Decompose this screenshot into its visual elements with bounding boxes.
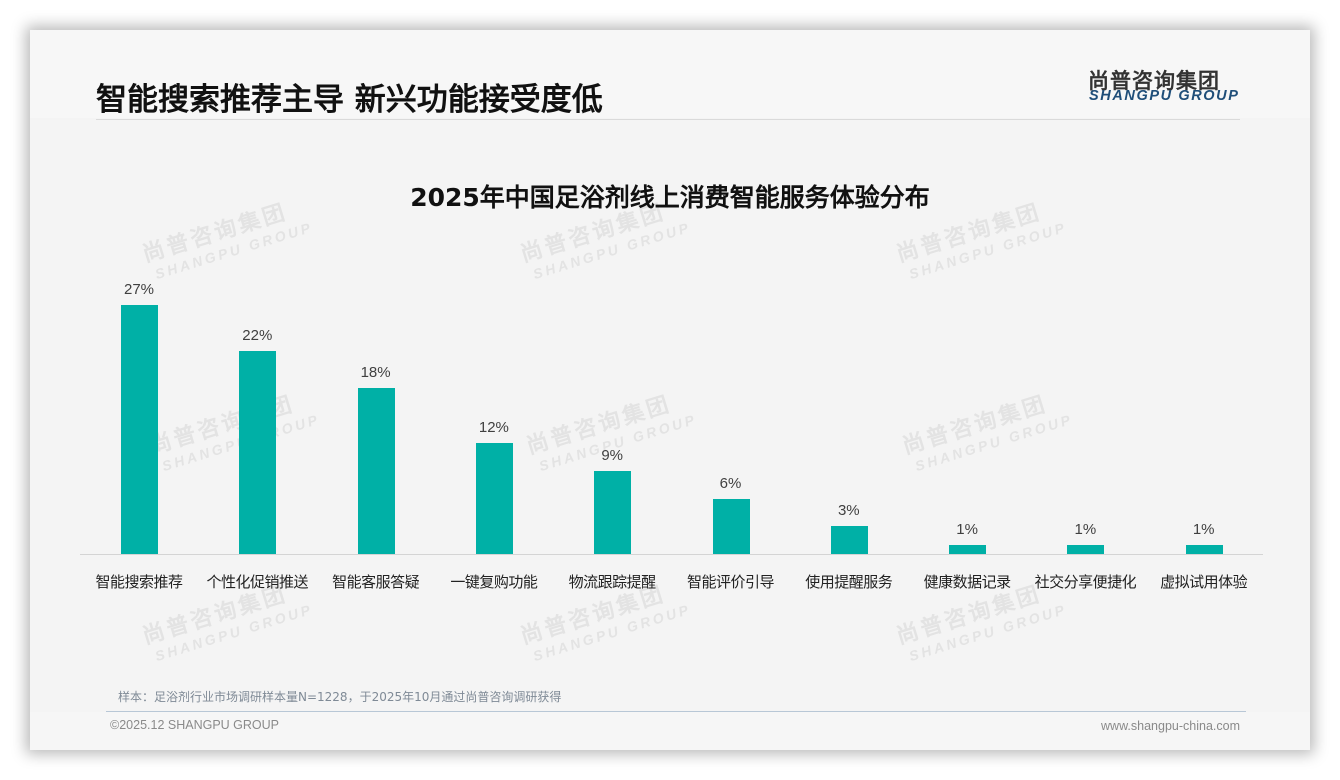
bar-group: 12% 一键复购功能	[435, 30, 553, 750]
bar-value-label: 22%	[242, 327, 273, 345]
x-axis-category-label: 一键复购功能	[450, 573, 538, 591]
x-axis-category-label: 使用提醒服务	[805, 573, 893, 591]
footer-divider	[106, 711, 1246, 712]
x-axis-category-label: 物流跟踪提醒	[568, 573, 657, 591]
bar-value-label: 3%	[837, 502, 860, 520]
bar	[949, 544, 987, 554]
bar-value-label: 9%	[601, 447, 624, 464]
chart-title: 2025年中国足浴剂线上消费智能服务体验分布	[410, 183, 930, 212]
bar-value-label: 6%	[719, 474, 742, 492]
bar-group: 22% 个性化促销推送	[198, 30, 316, 750]
bar-value-label: 1%	[1192, 520, 1215, 538]
bar	[712, 498, 750, 554]
bar	[475, 443, 513, 554]
website-link[interactable]: www.shangpu-china.com	[1101, 719, 1240, 733]
bar-group: 6% 智能评价引导	[672, 30, 790, 750]
bar-value-label: 1%	[1074, 520, 1097, 538]
x-axis-category-label: 智能评价引导	[686, 573, 775, 591]
header-band	[30, 30, 1310, 118]
slide: 智能搜索推荐主导 新兴功能接受度低 尚普咨询集团 SHANGPU GROUP 尚…	[30, 30, 1310, 750]
x-axis-category-label: 社交分享便捷化	[1034, 573, 1137, 591]
company-logo-en: SHANGPU GROUP	[1089, 88, 1240, 104]
bar-group: 27% 智能搜索推荐	[80, 30, 198, 750]
bar-value-label: 1%	[956, 520, 978, 538]
bar-group: 1% 虚拟试用体验	[1145, 30, 1263, 750]
x-axis-category-label: 个性化促销推送	[206, 573, 309, 591]
bar	[121, 305, 158, 554]
x-axis-category-label: 智能搜索推荐	[95, 573, 183, 591]
bar	[594, 471, 632, 554]
x-axis-category-label: 虚拟试用体验	[1160, 573, 1248, 591]
x-axis-category-label: 智能客服答疑	[332, 573, 420, 591]
x-axis-category-label: 健康数据记录	[923, 573, 1012, 591]
title-divider	[96, 119, 1240, 120]
bar	[1185, 544, 1223, 554]
x-axis-line	[80, 554, 1263, 555]
bar-value-label: 12%	[478, 419, 509, 437]
footer-band	[30, 712, 1310, 750]
bar-group: 9% 物流跟踪提醒	[553, 30, 671, 750]
bar-value-label: 27%	[123, 281, 155, 298]
company-logo-cn: 尚普咨询集团	[1088, 69, 1220, 93]
bar-group: 1% 健康数据记录	[908, 30, 1026, 750]
bar-group: 3% 使用提醒服务	[790, 30, 908, 750]
bar	[239, 351, 277, 554]
bar-group: 1% 社交分享便捷化	[1026, 30, 1144, 750]
bar	[1067, 544, 1105, 554]
copyright-text: ©2025.12 SHANGPU GROUP	[110, 718, 279, 732]
page-title: 智能搜索推荐主导 新兴功能接受度低	[96, 82, 603, 118]
bar	[830, 526, 868, 554]
bar-group: 18% 智能客服答疑	[317, 30, 435, 750]
source-note: 样本：足浴剂行业市场调研样本量N=1228，于2025年10月通过尚普咨询调研获…	[118, 690, 562, 704]
bar-value-label: 18%	[360, 364, 391, 381]
bar	[357, 388, 395, 554]
